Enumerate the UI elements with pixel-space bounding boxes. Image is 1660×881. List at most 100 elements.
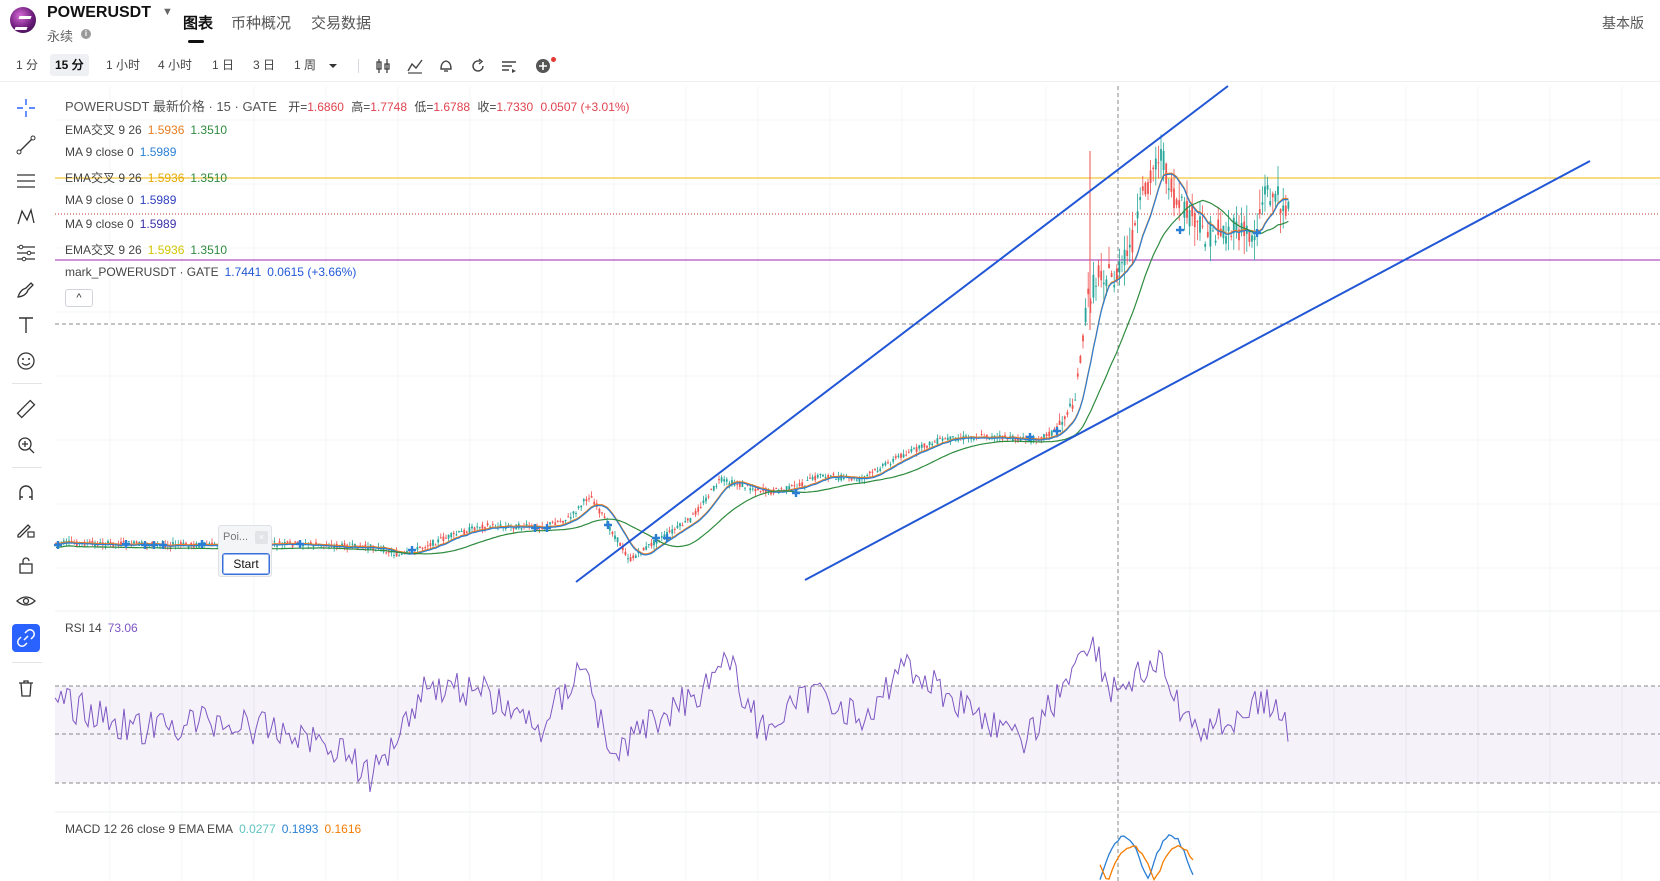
timeframe-4h[interactable]: 4 小时 [158,58,193,72]
draw-lock-tool[interactable] [12,515,40,543]
ruler-icon [16,399,36,419]
timeframe-3d[interactable]: 3 日 [253,58,276,72]
timeframe-dropdown-icon[interactable] [324,57,342,75]
indicator-legend-row[interactable]: MA 9 close 0 1.5989 [65,193,176,207]
trendline-lower[interactable] [804,160,1591,581]
collapse-legend-button[interactable]: ^ [65,289,93,307]
indicator-legend-row[interactable]: EMA交叉 9 26 1.5936 1.3510 [65,121,227,138]
candle-body [928,441,931,446]
indicator-value: 1.3510 [190,243,228,257]
horizontal-lines-tool[interactable] [12,167,40,195]
close-icon[interactable]: × [255,531,268,544]
candle-body [1282,205,1285,212]
candle-body [1126,250,1129,257]
candle-body [1147,182,1149,194]
candle-body [749,488,752,491]
candle-body [699,506,702,508]
crosshair-tool[interactable] [12,94,40,122]
candle-body [715,485,718,487]
magnet-tool[interactable] [12,479,40,507]
basic-version-button[interactable]: 基本版 [1602,15,1644,31]
indicator-legend-row[interactable]: MA 9 close 0 1.5989 [65,145,176,159]
text-tool[interactable] [12,311,40,339]
candle-body [754,488,757,492]
indicator-legend-row[interactable]: EMA交叉 9 26 1.5936 1.3510 [65,169,227,186]
tab-chart[interactable]: 图表 [183,15,214,32]
add-circle-icon[interactable] [534,57,552,75]
candle-body [663,534,666,537]
candle-body [312,545,315,547]
symbol-dropdown-icon[interactable]: ▼ [162,6,173,18]
candle-body [572,511,575,514]
start-button[interactable]: Start [222,553,270,575]
alert-icon[interactable] [437,57,455,75]
candle-body [179,542,182,544]
zoom-tool[interactable] [12,431,40,459]
link-tool[interactable] [12,624,40,652]
candle-body [1079,356,1082,363]
candle-body [1204,243,1207,247]
info-icon[interactable]: i [81,29,91,39]
indicator-legend-row[interactable]: EMA交叉 9 26 1.5936 1.3510 [65,241,227,258]
candle-body [681,525,684,527]
mark-change: 0.0615 (+3.66%) [267,265,357,279]
rsi-legend[interactable]: RSI 14 73.06 [65,621,138,635]
candle-body [759,490,762,492]
candle-body [710,489,713,491]
candle-body [447,534,450,539]
tab-trading-data[interactable]: 交易数据 [311,15,372,32]
timeframe-1w[interactable]: 1 周 [294,58,317,72]
mark-price-legend[interactable]: mark_POWERUSDT · GATE 1.7441 0.0615 (+3.66… [65,265,356,279]
candle-body [567,516,570,518]
candle-body [790,484,793,486]
candle-body [884,462,887,466]
timeframe-1m[interactable]: 1 分 [16,58,39,72]
timeframe-15m[interactable]: 15 分 [50,54,89,76]
timeframe-1h[interactable]: 1 小时 [106,58,141,72]
trendline-tool[interactable] [12,131,40,159]
candle-body [419,546,421,548]
fib-tool[interactable] [12,239,40,267]
candle-type-icon[interactable] [374,57,392,75]
candle-body [1214,240,1217,243]
trade-marker [1053,427,1061,435]
ruler-tool[interactable] [12,395,40,423]
indicators-icon[interactable] [406,57,424,75]
candle-body [720,477,723,482]
indicator-legend-row[interactable]: MA 9 close 0 1.5989 [65,217,176,231]
magnet-icon [19,485,33,500]
candle-body [390,551,393,553]
trade-marker [296,540,304,548]
macd-legend[interactable]: MACD 12 26 close 9 EMA EMA 0.0277 0.1893 0.… [65,822,361,836]
candle-body [122,541,125,543]
candle-body [939,437,941,439]
candle-body [1178,200,1181,208]
symbol-name[interactable]: POWERUSDT [47,4,151,21]
candle-body [824,476,827,478]
replay-icon[interactable] [469,57,487,75]
delete-tool[interactable] [12,674,40,702]
timeframe-1d[interactable]: 1 日 [212,58,235,72]
candle-body [1251,235,1253,242]
candle-body [931,443,934,446]
tab-coin-overview[interactable]: 币种概况 [231,15,292,32]
candle-body [871,471,874,473]
candle-body [120,541,122,546]
pattern-tool[interactable] [12,203,40,231]
brush-tool[interactable] [12,275,40,303]
candle-body [741,483,744,488]
candle-body [770,490,772,495]
trash-icon [19,680,33,697]
trade-marker [198,540,206,548]
left-toolbar-divider [12,467,42,468]
trade-marker [1026,433,1034,441]
candle-body [949,436,952,442]
emoji-tool[interactable] [12,347,40,375]
trendline-upper[interactable] [575,85,1229,583]
hide-tool[interactable] [12,587,40,615]
settings-list-icon[interactable] [500,57,518,75]
lock-tool[interactable] [12,551,40,579]
candle-body [712,486,715,491]
candle-body [1113,284,1116,288]
